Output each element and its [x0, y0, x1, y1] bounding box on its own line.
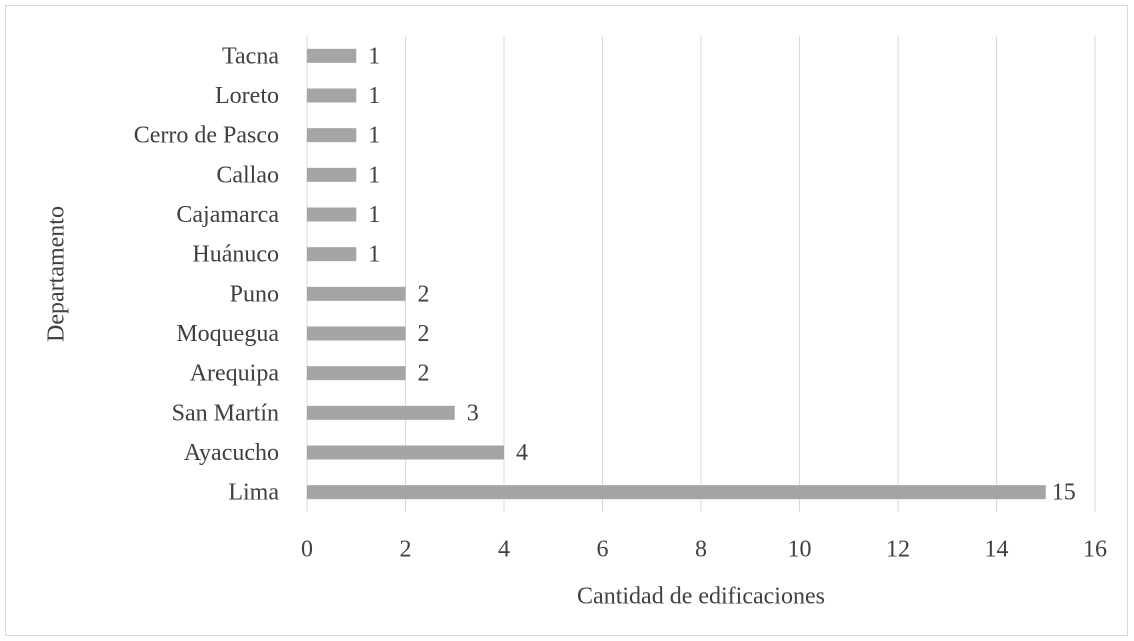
data-label: 1 — [368, 242, 380, 268]
bar — [307, 247, 357, 262]
bar — [307, 167, 357, 182]
x-tick-label: 14 — [985, 537, 1009, 563]
bar — [307, 88, 357, 103]
chart-border — [5, 5, 1128, 636]
x-tick-label: 0 — [301, 537, 313, 563]
x-tick-label: 8 — [695, 537, 707, 563]
data-label: 2 — [418, 281, 430, 307]
bar — [307, 207, 357, 222]
data-label: 4 — [516, 440, 528, 466]
y-tick-label: Tacna — [222, 43, 279, 69]
x-axis-title: Cantidad de edificaciones — [577, 584, 825, 610]
data-label: 2 — [418, 321, 430, 347]
y-tick-label: Arequipa — [190, 361, 280, 387]
bar — [307, 286, 406, 301]
y-tick-label: Loreto — [215, 83, 279, 109]
x-tick-label: 2 — [400, 537, 412, 563]
x-tick-label: 10 — [788, 537, 812, 563]
x-tick-label: 16 — [1083, 537, 1107, 563]
data-label: 2 — [418, 361, 430, 387]
y-tick-label: Puno — [230, 281, 279, 307]
bar — [307, 48, 357, 63]
data-label: 1 — [368, 162, 380, 188]
bar — [307, 326, 406, 341]
bar — [307, 485, 1046, 500]
data-label: 3 — [467, 400, 479, 426]
bar — [307, 128, 357, 143]
data-label: 1 — [368, 83, 380, 109]
y-tick-label: Cajamarca — [176, 202, 279, 228]
y-tick-label: Ayacucho — [184, 440, 279, 466]
y-tick-label: Cerro de Pasco — [134, 123, 279, 149]
y-axis-title: Departamento — [44, 206, 70, 342]
bar — [307, 366, 406, 381]
x-tick-label: 4 — [498, 537, 510, 563]
data-label: 1 — [368, 202, 380, 228]
bar — [307, 445, 504, 460]
y-tick-label: Moquegua — [176, 321, 279, 347]
y-tick-label: San Martín — [172, 400, 279, 426]
y-tick-label: Huánuco — [192, 242, 279, 268]
data-label: 1 — [368, 43, 380, 69]
y-tick-label: Callao — [216, 162, 279, 188]
data-label: 15 — [1052, 480, 1076, 506]
y-tick-label: Lima — [228, 480, 279, 506]
data-label: 1 — [368, 123, 380, 149]
bar — [307, 405, 455, 420]
x-tick-label: 12 — [886, 537, 910, 563]
x-tick-label: 6 — [597, 537, 609, 563]
